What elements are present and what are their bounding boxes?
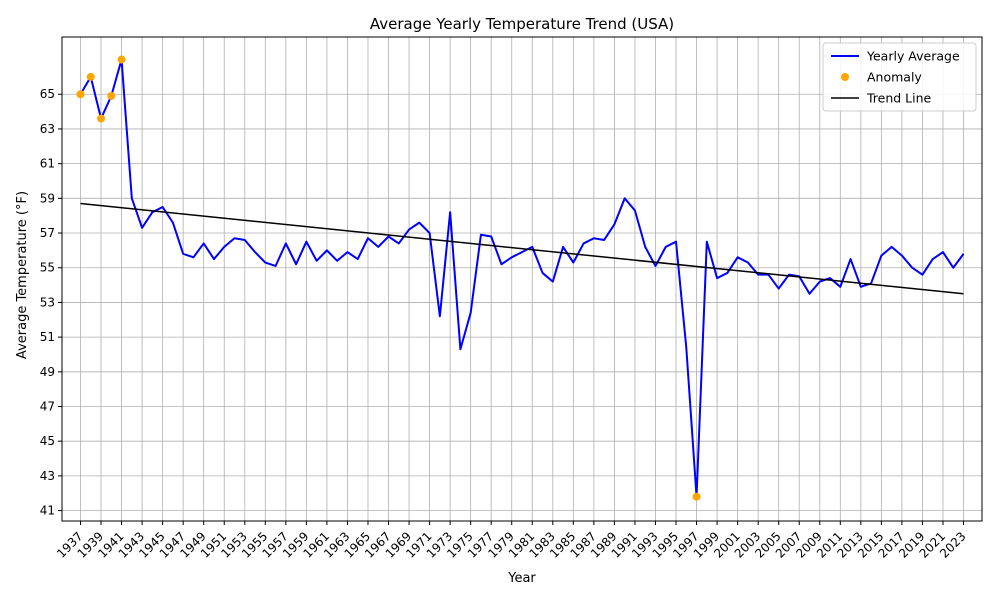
anomaly-point [86, 72, 95, 81]
anomaly-point [107, 91, 116, 100]
y-tick-label: 41 [40, 504, 55, 518]
y-tick-label: 47 [40, 400, 55, 414]
grid [62, 37, 982, 521]
chart-title: Average Yearly Temperature Trend (USA) [370, 15, 674, 33]
legend-swatch [841, 73, 849, 81]
y-tick-label: 65 [40, 87, 55, 101]
trend-line [80, 202, 964, 295]
y-tick-label: 43 [40, 469, 55, 483]
y-tick-label: 57 [40, 226, 55, 240]
y-tick-label: 61 [40, 157, 55, 171]
series-layer [76, 55, 965, 501]
y-tick-label: 63 [40, 122, 55, 136]
y-tick-label: 51 [40, 330, 55, 344]
legend-label: Anomaly [867, 70, 922, 85]
legend: Yearly Average Anomaly Trend Line [822, 42, 977, 112]
yearly-average-line [79, 58, 965, 498]
y-tick-label: 45 [40, 434, 55, 448]
y-axis-label: Average Temperature (°F) [15, 191, 30, 359]
legend-label: Yearly Average [866, 49, 960, 64]
legend-box [822, 42, 977, 112]
anomaly-point [97, 114, 106, 123]
y-tick-label: 55 [40, 261, 55, 275]
y-tick-label: 59 [40, 191, 55, 205]
y-tick-label: 49 [40, 365, 55, 379]
x-axis-label: Year [507, 571, 536, 586]
y-tick-label: 53 [40, 295, 55, 309]
legend-label: Trend Line [866, 91, 932, 106]
anomaly-point [117, 55, 126, 64]
anomaly-point [692, 492, 701, 501]
plot-frame [61, 36, 983, 522]
anomaly-point [76, 90, 85, 99]
